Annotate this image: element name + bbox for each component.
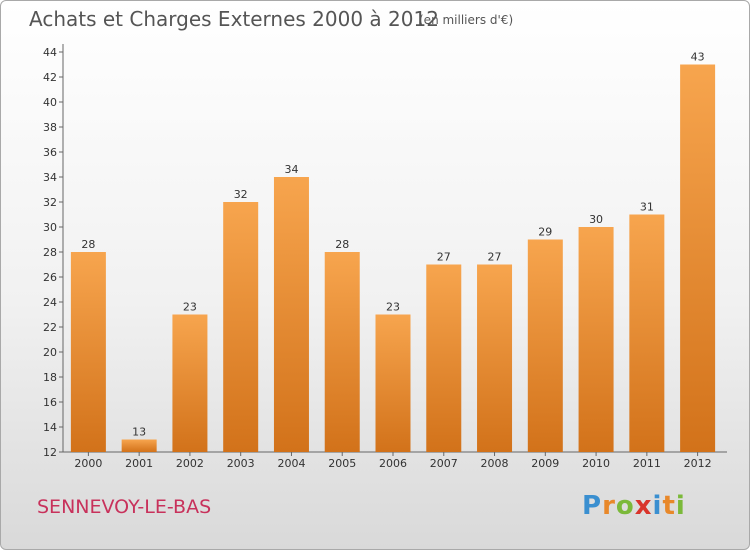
y-tick-label: 16	[43, 396, 57, 409]
y-tick-label: 14	[43, 421, 57, 434]
x-tick-label: 2002	[176, 457, 204, 470]
bar	[680, 64, 716, 452]
x-tick-label: 2010	[582, 457, 610, 470]
data-label: 34	[284, 163, 298, 176]
bar	[121, 439, 157, 452]
x-tick-label: 2009	[531, 457, 559, 470]
x-tick-label: 2008	[481, 457, 509, 470]
data-label: 28	[81, 238, 95, 251]
data-label: 28	[335, 238, 349, 251]
y-tick-label: 18	[43, 371, 57, 384]
bar	[629, 214, 665, 452]
data-label: 23	[183, 301, 197, 314]
bar	[324, 252, 360, 452]
bar	[477, 264, 513, 452]
data-label: 43	[691, 51, 705, 64]
data-label: 13	[132, 426, 146, 439]
y-tick-label: 44	[43, 46, 57, 59]
proxiti-logo: Proxiti	[582, 491, 686, 521]
y-tick-label: 32	[43, 196, 57, 209]
x-tick-label: 2011	[633, 457, 661, 470]
bar	[426, 264, 462, 452]
y-tick-label: 12	[43, 446, 57, 459]
chart-subtitle: (en milliers d'€)	[419, 13, 514, 27]
y-tick-label: 28	[43, 246, 57, 259]
y-tick-label: 40	[43, 96, 57, 109]
x-tick-label: 2004	[277, 457, 305, 470]
data-label: 30	[589, 213, 603, 226]
y-tick-label: 30	[43, 221, 57, 234]
bar	[223, 202, 259, 452]
y-tick-label: 42	[43, 71, 57, 84]
y-tick-label: 38	[43, 121, 57, 134]
y-tick-label: 26	[43, 271, 57, 284]
data-label: 27	[488, 251, 502, 264]
x-tick-label: 2001	[125, 457, 153, 470]
bar	[527, 239, 563, 452]
city-name: SENNEVOY-LE-BAS	[37, 496, 212, 518]
bar	[273, 177, 309, 452]
y-tick-label: 36	[43, 146, 57, 159]
x-tick-label: 2003	[227, 457, 255, 470]
bar	[70, 252, 106, 452]
data-label: 27	[437, 251, 451, 264]
bar	[578, 227, 614, 452]
y-tick-label: 20	[43, 346, 57, 359]
y-tick-label: 34	[43, 171, 57, 184]
bar	[375, 314, 411, 452]
data-label: 31	[640, 201, 654, 214]
data-label: 29	[538, 226, 552, 239]
chart-title: Achats et Charges Externes 2000 à 2012	[29, 7, 439, 31]
y-tick-label: 24	[43, 296, 57, 309]
x-tick-label: 2000	[74, 457, 102, 470]
y-tick-label: 22	[43, 321, 57, 334]
x-tick-label: 2012	[684, 457, 712, 470]
data-label: 32	[234, 188, 248, 201]
x-tick-label: 2005	[328, 457, 356, 470]
x-tick-label: 2007	[430, 457, 458, 470]
bar	[172, 314, 208, 452]
x-tick-label: 2006	[379, 457, 407, 470]
data-label: 23	[386, 301, 400, 314]
